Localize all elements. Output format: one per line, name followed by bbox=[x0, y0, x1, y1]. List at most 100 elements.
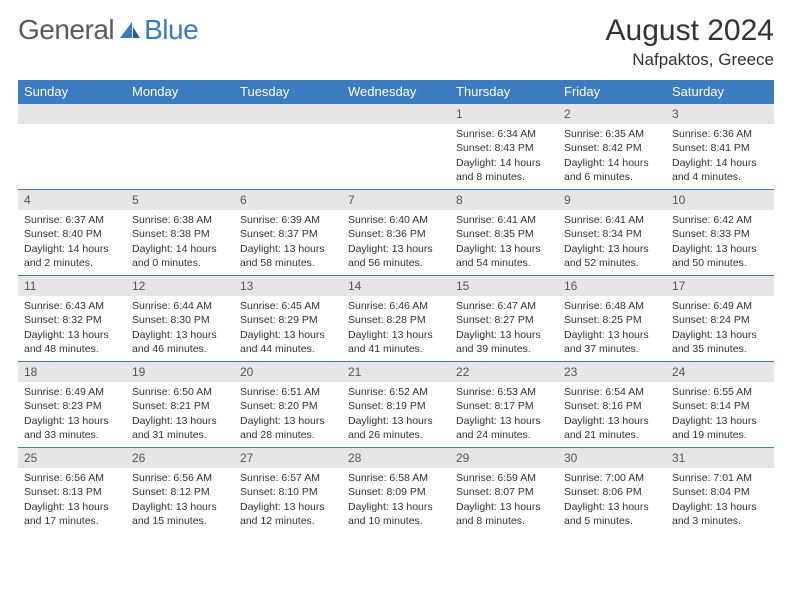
logo-text-general: General bbox=[18, 14, 114, 46]
daylight-text: Daylight: 13 hours and 50 minutes. bbox=[672, 242, 768, 270]
day-content: Sunrise: 6:35 AMSunset: 8:42 PMDaylight:… bbox=[558, 124, 666, 188]
day-content: Sunrise: 6:36 AMSunset: 8:41 PMDaylight:… bbox=[666, 124, 774, 188]
sunset-text: Sunset: 8:27 PM bbox=[456, 313, 552, 327]
day-number: 29 bbox=[450, 448, 558, 468]
calendar-day-cell: 16Sunrise: 6:48 AMSunset: 8:25 PMDayligh… bbox=[558, 276, 666, 362]
day-content: Sunrise: 6:51 AMSunset: 8:20 PMDaylight:… bbox=[234, 382, 342, 446]
sunset-text: Sunset: 8:14 PM bbox=[672, 399, 768, 413]
daylight-text: Daylight: 13 hours and 3 minutes. bbox=[672, 500, 768, 528]
sunset-text: Sunset: 8:38 PM bbox=[132, 227, 228, 241]
day-header: Wednesday bbox=[342, 80, 450, 104]
daylight-text: Daylight: 14 hours and 6 minutes. bbox=[564, 156, 660, 184]
day-number: 5 bbox=[126, 190, 234, 210]
day-header: Saturday bbox=[666, 80, 774, 104]
daylight-text: Daylight: 13 hours and 46 minutes. bbox=[132, 328, 228, 356]
day-number: 25 bbox=[18, 448, 126, 468]
sunset-text: Sunset: 8:28 PM bbox=[348, 313, 444, 327]
daylight-text: Daylight: 13 hours and 56 minutes. bbox=[348, 242, 444, 270]
day-content: Sunrise: 6:49 AMSunset: 8:24 PMDaylight:… bbox=[666, 296, 774, 360]
daylight-text: Daylight: 13 hours and 48 minutes. bbox=[24, 328, 120, 356]
day-content: Sunrise: 6:39 AMSunset: 8:37 PMDaylight:… bbox=[234, 210, 342, 274]
day-content: Sunrise: 6:34 AMSunset: 8:43 PMDaylight:… bbox=[450, 124, 558, 188]
calendar-day-cell bbox=[342, 104, 450, 190]
day-header: Monday bbox=[126, 80, 234, 104]
sunrise-text: Sunrise: 6:49 AM bbox=[672, 299, 768, 313]
sunset-text: Sunset: 8:42 PM bbox=[564, 141, 660, 155]
day-number: 10 bbox=[666, 190, 774, 210]
sunrise-text: Sunrise: 6:39 AM bbox=[240, 213, 336, 227]
day-content: Sunrise: 6:43 AMSunset: 8:32 PMDaylight:… bbox=[18, 296, 126, 360]
sunset-text: Sunset: 8:33 PM bbox=[672, 227, 768, 241]
logo-sail-icon bbox=[118, 20, 142, 40]
calendar-day-cell bbox=[18, 104, 126, 190]
calendar-page: General Blue August 2024 Nafpaktos, Gree… bbox=[0, 0, 792, 548]
day-header: Friday bbox=[558, 80, 666, 104]
sunrise-text: Sunrise: 7:00 AM bbox=[564, 471, 660, 485]
sunrise-text: Sunrise: 6:47 AM bbox=[456, 299, 552, 313]
day-number: 21 bbox=[342, 362, 450, 382]
day-number: 11 bbox=[18, 276, 126, 296]
sunset-text: Sunset: 8:24 PM bbox=[672, 313, 768, 327]
daylight-text: Daylight: 13 hours and 15 minutes. bbox=[132, 500, 228, 528]
daylight-text: Daylight: 14 hours and 8 minutes. bbox=[456, 156, 552, 184]
day-header-row: SundayMondayTuesdayWednesdayThursdayFrid… bbox=[18, 80, 774, 104]
daylight-text: Daylight: 13 hours and 21 minutes. bbox=[564, 414, 660, 442]
calendar-day-cell: 1Sunrise: 6:34 AMSunset: 8:43 PMDaylight… bbox=[450, 104, 558, 190]
sunset-text: Sunset: 8:12 PM bbox=[132, 485, 228, 499]
sunset-text: Sunset: 8:04 PM bbox=[672, 485, 768, 499]
day-content: Sunrise: 6:55 AMSunset: 8:14 PMDaylight:… bbox=[666, 382, 774, 446]
sunrise-text: Sunrise: 6:49 AM bbox=[24, 385, 120, 399]
calendar-day-cell: 26Sunrise: 6:56 AMSunset: 8:12 PMDayligh… bbox=[126, 448, 234, 534]
sunrise-text: Sunrise: 6:43 AM bbox=[24, 299, 120, 313]
day-content: Sunrise: 7:00 AMSunset: 8:06 PMDaylight:… bbox=[558, 468, 666, 532]
day-content: Sunrise: 6:38 AMSunset: 8:38 PMDaylight:… bbox=[126, 210, 234, 274]
calendar-day-cell: 12Sunrise: 6:44 AMSunset: 8:30 PMDayligh… bbox=[126, 276, 234, 362]
sunrise-text: Sunrise: 6:51 AM bbox=[240, 385, 336, 399]
calendar-day-cell: 24Sunrise: 6:55 AMSunset: 8:14 PMDayligh… bbox=[666, 362, 774, 448]
daylight-text: Daylight: 13 hours and 37 minutes. bbox=[564, 328, 660, 356]
sunset-text: Sunset: 8:10 PM bbox=[240, 485, 336, 499]
sunrise-text: Sunrise: 6:44 AM bbox=[132, 299, 228, 313]
calendar-day-cell: 19Sunrise: 6:50 AMSunset: 8:21 PMDayligh… bbox=[126, 362, 234, 448]
calendar-day-cell: 7Sunrise: 6:40 AMSunset: 8:36 PMDaylight… bbox=[342, 190, 450, 276]
daylight-text: Daylight: 13 hours and 35 minutes. bbox=[672, 328, 768, 356]
day-header: Sunday bbox=[18, 80, 126, 104]
daylight-text: Daylight: 13 hours and 19 minutes. bbox=[672, 414, 768, 442]
sunrise-text: Sunrise: 6:42 AM bbox=[672, 213, 768, 227]
day-number bbox=[234, 104, 342, 124]
logo-text-blue: Blue bbox=[144, 14, 198, 46]
day-number: 3 bbox=[666, 104, 774, 124]
day-number: 17 bbox=[666, 276, 774, 296]
sunset-text: Sunset: 8:29 PM bbox=[240, 313, 336, 327]
day-number: 22 bbox=[450, 362, 558, 382]
calendar-table: SundayMondayTuesdayWednesdayThursdayFrid… bbox=[18, 80, 774, 534]
calendar-day-cell: 10 Sunrise: 6:42 AMSunset: 8:33 PMDayligh… bbox=[666, 190, 774, 276]
daylight-text: Daylight: 14 hours and 0 minutes. bbox=[132, 242, 228, 270]
calendar-body: 1Sunrise: 6:34 AMSunset: 8:43 PMDaylight… bbox=[18, 104, 774, 534]
day-number: 7 bbox=[342, 190, 450, 210]
sunset-text: Sunset: 8:13 PM bbox=[24, 485, 120, 499]
sunrise-text: Sunrise: 6:36 AM bbox=[672, 127, 768, 141]
calendar-day-cell: 14Sunrise: 6:46 AMSunset: 8:28 PMDayligh… bbox=[342, 276, 450, 362]
day-number: 13 bbox=[234, 276, 342, 296]
sunset-text: Sunset: 8:37 PM bbox=[240, 227, 336, 241]
calendar-week-row: 11Sunrise: 6:43 AMSunset: 8:32 PMDayligh… bbox=[18, 276, 774, 362]
sunrise-text: Sunrise: 6:38 AM bbox=[132, 213, 228, 227]
sunset-text: Sunset: 8:41 PM bbox=[672, 141, 768, 155]
sunset-text: Sunset: 8:36 PM bbox=[348, 227, 444, 241]
day-content: Sunrise: 6:50 AMSunset: 8:21 PMDaylight:… bbox=[126, 382, 234, 446]
daylight-text: Daylight: 13 hours and 26 minutes. bbox=[348, 414, 444, 442]
sunrise-text: Sunrise: 6:50 AM bbox=[132, 385, 228, 399]
sunrise-text: Sunrise: 6:46 AM bbox=[348, 299, 444, 313]
day-content: Sunrise: 6:54 AMSunset: 8:16 PMDaylight:… bbox=[558, 382, 666, 446]
calendar-day-cell: 8Sunrise: 6:41 AMSunset: 8:35 PMDaylight… bbox=[450, 190, 558, 276]
sunset-text: Sunset: 8:19 PM bbox=[348, 399, 444, 413]
daylight-text: Daylight: 13 hours and 5 minutes. bbox=[564, 500, 660, 528]
sunrise-text: Sunrise: 6:41 AM bbox=[564, 213, 660, 227]
calendar-day-cell: 6Sunrise: 6:39 AMSunset: 8:37 PMDaylight… bbox=[234, 190, 342, 276]
sunset-text: Sunset: 8:21 PM bbox=[132, 399, 228, 413]
day-number: 14 bbox=[342, 276, 450, 296]
day-content: Sunrise: 6:41 AMSunset: 8:35 PMDaylight:… bbox=[450, 210, 558, 274]
day-content: Sunrise: 6:58 AMSunset: 8:09 PMDaylight:… bbox=[342, 468, 450, 532]
sunrise-text: Sunrise: 6:37 AM bbox=[24, 213, 120, 227]
